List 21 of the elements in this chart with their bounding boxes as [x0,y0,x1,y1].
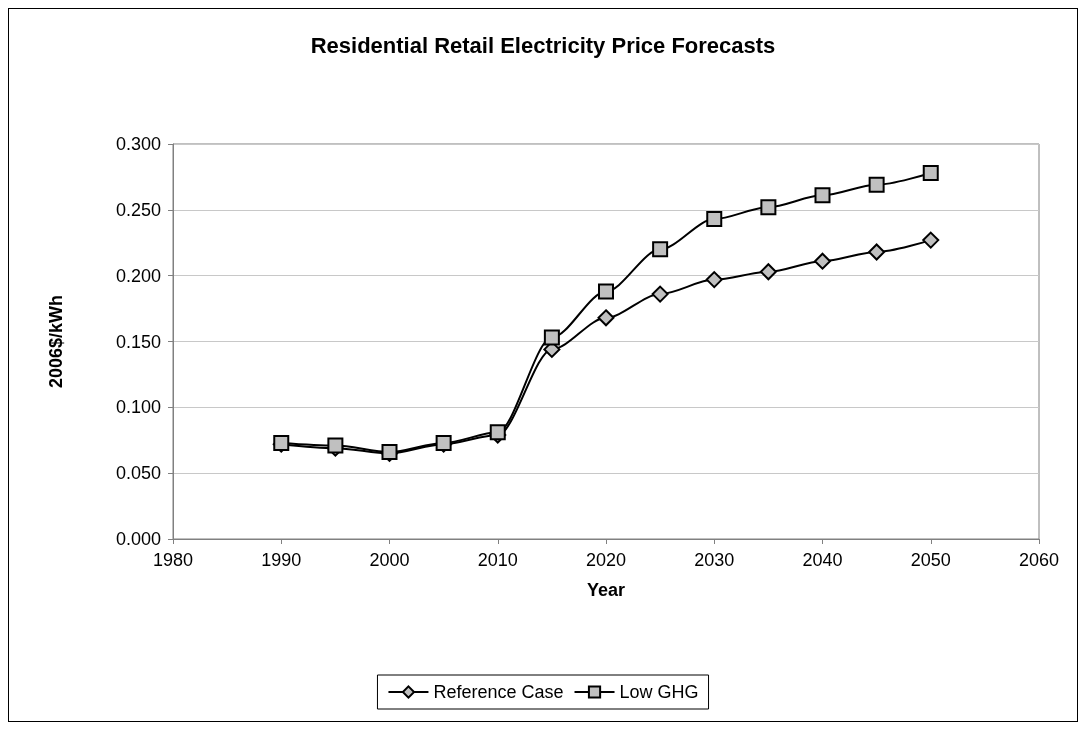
chart-title: Residential Retail Electricity Price Forecasts [310,32,776,58]
x-tick-label: 2060 [1018,550,1060,570]
legend-label: Reference Case [433,682,564,702]
x-tick-label: 2020 [585,550,627,570]
legend-label: Low GHG [619,682,699,702]
x-tick-label: 1980 [152,550,194,570]
y-tick-label: 0.050 [115,463,161,484]
y-tick-label: 0.100 [115,397,161,418]
x-tick-label: 1990 [261,550,302,570]
x-tick-label: 2030 [694,550,735,570]
y-tick-label: 0.000 [115,529,161,549]
y-tick-label: 0.200 [115,265,161,286]
x-tick-label: 2040 [802,550,843,570]
x-axis-title: Year [586,580,626,600]
x-tick-label: 2000 [369,550,410,570]
y-tick-label: 0.300 [115,134,161,154]
y-tick-label: 0.250 [115,199,161,220]
x-tick-label: 2010 [477,550,518,570]
y-tick-label: 0.150 [115,331,161,352]
x-tick-label: 2050 [910,550,951,570]
y-axis-title: 2006$/kWh [46,294,66,389]
